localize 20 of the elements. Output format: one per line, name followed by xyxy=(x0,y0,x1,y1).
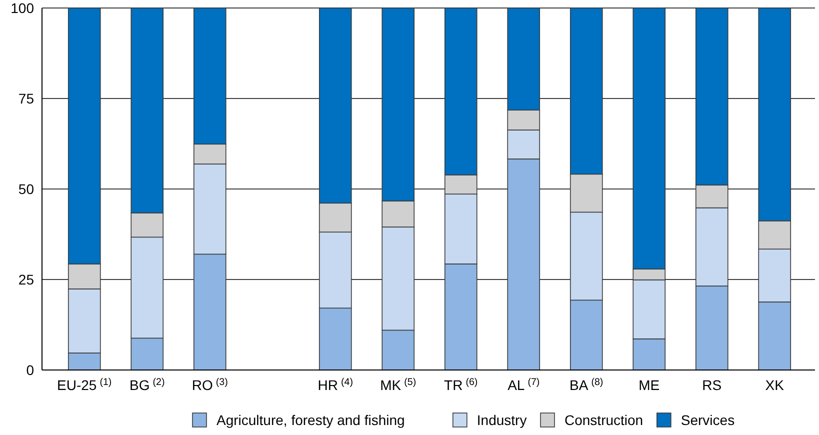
legend-label: Services xyxy=(680,412,735,428)
x-tick-label: EU-25$^{(1)}$ xyxy=(57,376,112,393)
y-tick-label: 75 xyxy=(18,90,34,106)
y-tick-label: 100 xyxy=(10,0,34,16)
x-tick-label: BG$^{(2)}$ xyxy=(130,376,165,393)
x-tick-label: ME xyxy=(638,377,660,393)
x-tick-label: AL$^{(7)}$ xyxy=(508,376,540,393)
legend-label: Construction xyxy=(564,412,644,428)
x-tick-label: RO$^{(3)}$ xyxy=(192,376,228,393)
x-tick-label: XK xyxy=(765,377,785,393)
x-tick-label: TR$^{(6)}$ xyxy=(444,376,478,393)
x-tick-label: RS xyxy=(702,377,722,393)
y-tick-label: 50 xyxy=(18,180,34,197)
x-tick-label: HR$^{(4)}$ xyxy=(318,376,353,393)
legend-label: Agriculture, foresty and fishing xyxy=(216,412,405,428)
y-tick-label: 0 xyxy=(26,362,34,378)
x-tick-label: MK$^{(5)}$ xyxy=(380,376,416,393)
y-tick-label: 25 xyxy=(18,271,34,288)
legend-label: Industry xyxy=(476,412,527,428)
x-tick-label: BA$^{(8)}$ xyxy=(570,376,604,393)
